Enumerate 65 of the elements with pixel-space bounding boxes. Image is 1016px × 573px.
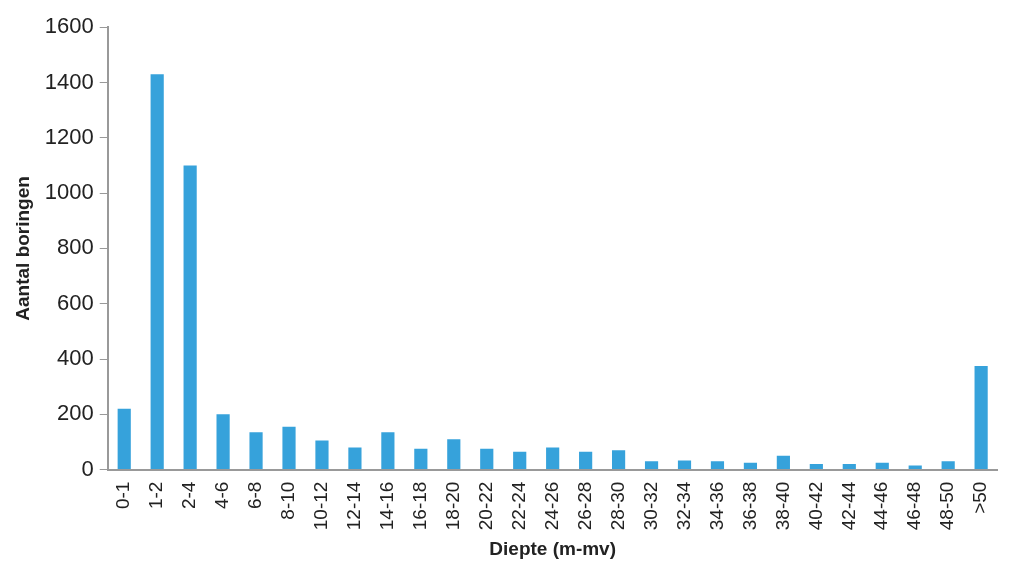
bar bbox=[776, 455, 790, 470]
y-tick-label: 1000 bbox=[44, 179, 94, 205]
y-tick-label: 800 bbox=[57, 234, 94, 260]
x-tick-label: 34-36 bbox=[705, 481, 727, 531]
x-tick-label: 1-2 bbox=[145, 481, 167, 510]
x-tick-label: 0-1 bbox=[112, 481, 134, 510]
x-tick-label: 16-18 bbox=[409, 481, 431, 531]
y-tick-label: 0 bbox=[81, 455, 94, 481]
bar bbox=[743, 462, 758, 470]
x-tick-label: 22-24 bbox=[507, 481, 529, 531]
x-tick-label: 12-14 bbox=[343, 481, 365, 531]
x-axis-title: Diepte (m-mv) bbox=[489, 537, 617, 559]
y-tick-label: 200 bbox=[57, 400, 94, 426]
bar bbox=[612, 450, 626, 470]
x-tick-label: 20-22 bbox=[474, 481, 496, 531]
y-tick-label: 400 bbox=[57, 345, 94, 371]
x-tick-label: 14-16 bbox=[376, 481, 398, 531]
x-tick-label: 26-28 bbox=[573, 481, 595, 531]
x-tick-label: 18-20 bbox=[442, 481, 464, 531]
bar bbox=[480, 448, 494, 470]
bar bbox=[249, 432, 263, 470]
x-tick-label: 28-30 bbox=[606, 481, 628, 531]
bar bbox=[282, 426, 296, 470]
x-tick-label: 48-50 bbox=[936, 481, 958, 531]
bar bbox=[842, 464, 856, 470]
x-tick-label: 10-12 bbox=[310, 481, 332, 531]
x-tick-label: 46-48 bbox=[903, 481, 925, 531]
bar bbox=[677, 460, 692, 470]
y-tick-label: 600 bbox=[57, 289, 94, 315]
bar bbox=[348, 447, 362, 470]
x-tick-label: 30-32 bbox=[639, 481, 661, 531]
x-tick-label: 2-4 bbox=[178, 481, 200, 510]
x-tick-label: 44-46 bbox=[870, 481, 892, 531]
bar bbox=[644, 461, 659, 470]
y-tick-label: 1600 bbox=[44, 13, 94, 39]
bar bbox=[579, 451, 593, 470]
y-axis-title: Aantal boringen bbox=[11, 176, 33, 321]
x-tick-label: 6-8 bbox=[244, 481, 266, 510]
bar bbox=[546, 447, 560, 470]
bar bbox=[447, 439, 461, 470]
bar bbox=[381, 432, 395, 470]
bar bbox=[150, 74, 164, 470]
bar bbox=[809, 464, 823, 470]
bar bbox=[875, 462, 889, 470]
y-tick-label: 1400 bbox=[44, 68, 94, 94]
y-tick-label: 1200 bbox=[44, 123, 94, 149]
x-tick-label: 4-6 bbox=[211, 481, 233, 510]
bar bbox=[216, 414, 230, 470]
x-tick-label: 40-42 bbox=[804, 481, 826, 531]
x-tick-label: 42-44 bbox=[837, 481, 859, 531]
x-tick-label: 8-10 bbox=[277, 481, 299, 520]
x-tick-label: 38-40 bbox=[771, 481, 793, 531]
bar bbox=[710, 461, 725, 470]
x-tick-label: 36-38 bbox=[738, 481, 760, 531]
x-tick-label: 32-34 bbox=[672, 481, 694, 531]
bar bbox=[183, 165, 197, 470]
bar bbox=[117, 408, 131, 470]
bar bbox=[974, 365, 988, 470]
x-tick-label: 24-26 bbox=[540, 481, 562, 531]
bar bbox=[513, 451, 527, 470]
bar bbox=[315, 440, 329, 470]
x-tick-label: >50 bbox=[969, 481, 991, 514]
bar bbox=[414, 448, 428, 470]
bar bbox=[941, 461, 955, 470]
bar bbox=[908, 465, 922, 470]
